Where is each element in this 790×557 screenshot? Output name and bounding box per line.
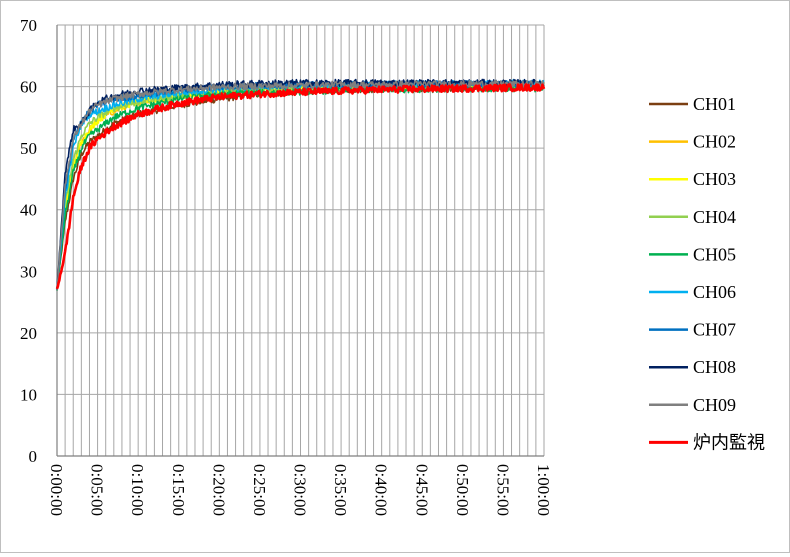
x-tick-label: 0:25:00 (250, 464, 269, 516)
y-tick-label: 20 (20, 324, 37, 343)
legend-label: CH04 (693, 207, 736, 227)
legend-label: CH09 (693, 395, 736, 415)
x-tick-label: 1:00:00 (534, 464, 553, 516)
gridlines (56, 24, 545, 457)
y-tick-label: 40 (20, 201, 37, 220)
legend-label: CH08 (693, 357, 736, 377)
x-tick-label: 0:30:00 (291, 464, 310, 516)
x-tick-label: 0:05:00 (88, 464, 107, 516)
x-tick-label: 0:50:00 (453, 464, 472, 516)
y-tick-label: 60 (20, 78, 37, 97)
x-tick-label: 0:20:00 (209, 464, 228, 516)
y-tick-label: 70 (20, 16, 37, 35)
series-line-9 (56, 79, 545, 291)
x-tick-label: 0:55:00 (493, 464, 512, 516)
legend-label: 炉内監視 (693, 432, 765, 452)
legend: CH01 CH02 CH03 CH04 CH05 CH06 CH07 CH08 CH09 炉内監視 (649, 94, 765, 452)
y-tick-label: 50 (20, 139, 37, 158)
series-line-10 (55, 83, 546, 290)
legend-label: CH05 (693, 244, 736, 264)
legend-label: CH02 (693, 132, 736, 152)
legend-label: CH01 (693, 94, 736, 114)
x-axis-ticks: 0:00:00 0:05:00 0:10:00 0:15:00 0:20:00 0:25:… (47, 464, 553, 516)
legend-label: CH06 (693, 282, 736, 302)
y-tick-label: 0 (29, 447, 38, 466)
x-tick-label: 0:15:00 (169, 464, 188, 516)
x-tick-label: 0:10:00 (128, 464, 147, 516)
x-tick-label: 0:45:00 (412, 464, 431, 516)
y-tick-label: 30 (20, 262, 37, 281)
legend-label: CH03 (693, 169, 736, 189)
y-tick-label: 10 (20, 385, 37, 404)
series-lines (55, 78, 546, 291)
x-tick-label: 0:35:00 (331, 464, 350, 516)
x-tick-label: 0:40:00 (372, 464, 391, 516)
x-tick-label: 0:00:00 (47, 464, 66, 516)
y-axis-ticks: 0 10 20 30 40 50 60 70 (20, 16, 37, 466)
legend-label: CH07 (693, 320, 736, 340)
